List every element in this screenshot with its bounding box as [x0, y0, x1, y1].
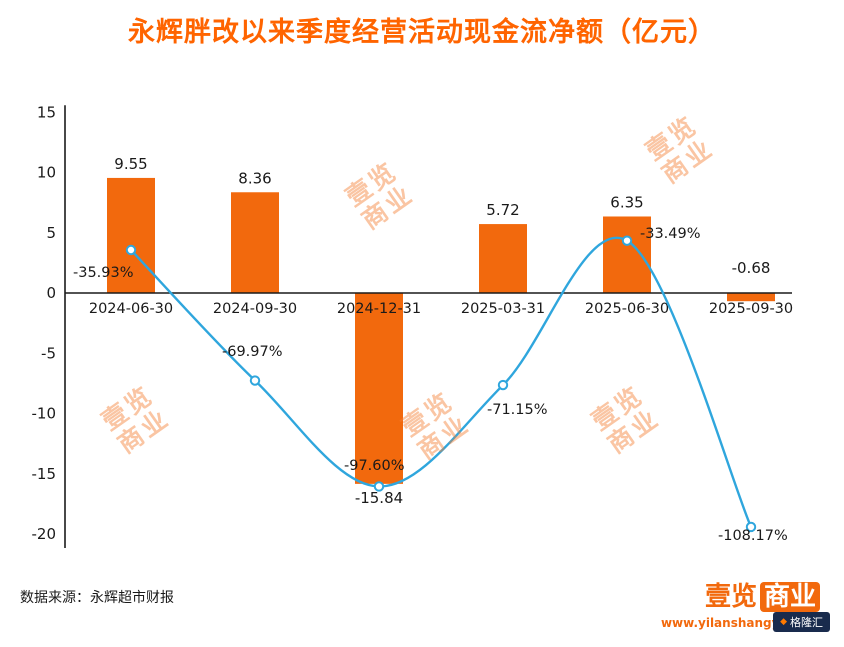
data-point-marker: [497, 379, 509, 391]
bar: [603, 216, 651, 293]
bar-value-label: -15.84: [355, 489, 403, 507]
bar: [727, 293, 775, 302]
platform-badge-label: 格隆汇: [790, 616, 823, 629]
brand-logo-text-1: 壹览: [704, 582, 757, 613]
bar: [231, 192, 279, 293]
percent-label: -69.97%: [222, 344, 283, 360]
x-category-label: 2025-03-31: [461, 301, 545, 317]
x-category-label: 2025-06-30: [585, 301, 669, 317]
bar-value-label: 6.35: [610, 193, 643, 211]
data-point-marker: [373, 481, 385, 492]
y-tick-label: -5: [41, 344, 56, 362]
data-source-text: 数据来源：永辉超市财报: [20, 590, 174, 606]
chart-title: 永辉胖改以来季度经营活动现金流净额（亿元）: [128, 17, 716, 48]
platform-badge-icon: ◆: [780, 616, 787, 627]
x-category-label: 2025-09-30: [709, 301, 793, 317]
y-tick-label: -10: [32, 405, 57, 423]
percent-label: -71.15%: [487, 402, 548, 418]
y-tick-label: -15: [32, 465, 57, 483]
data-point-marker: [249, 375, 261, 386]
y-tick-label: -20: [32, 525, 57, 543]
bar-value-label: 8.36: [238, 169, 271, 187]
brand-logo: 壹览 商业: [661, 582, 820, 613]
bar: [107, 177, 155, 293]
brand-block: 壹览 商业 www.yilanshangye.com ◆ 格隆汇: [661, 582, 830, 632]
data-point-marker: [621, 235, 633, 246]
percent-label: -108.17%: [718, 528, 788, 544]
x-category-label: 2024-12-31: [337, 301, 421, 317]
x-category-label: 2024-09-30: [213, 301, 297, 317]
bar-value-label: 9.55: [114, 155, 147, 173]
bar: [479, 224, 527, 293]
percent-label: -97.60%: [344, 458, 405, 474]
data-point-marker: [745, 521, 757, 533]
brand-logo-text-2: 商业: [759, 582, 820, 613]
brand-url-row: www.yilanshangye.com ◆ 格隆汇: [661, 612, 830, 632]
line-curve: [130, 236, 753, 528]
y-tick-label: 5: [46, 224, 56, 242]
percent-label: -35.93%: [73, 265, 134, 281]
bar-value-label: -0.68: [732, 259, 771, 277]
x-category-label: 2024-06-30: [89, 301, 173, 317]
y-tick-label: 0: [46, 284, 56, 302]
y-tick-label: 15: [37, 103, 56, 121]
platform-badge: ◆ 格隆汇: [773, 612, 830, 632]
data-point-marker: [125, 244, 137, 256]
bar: [355, 293, 403, 484]
percent-label: -33.49%: [640, 226, 701, 242]
bar-value-label: 5.72: [486, 201, 519, 219]
y-tick-label: 10: [37, 164, 56, 182]
